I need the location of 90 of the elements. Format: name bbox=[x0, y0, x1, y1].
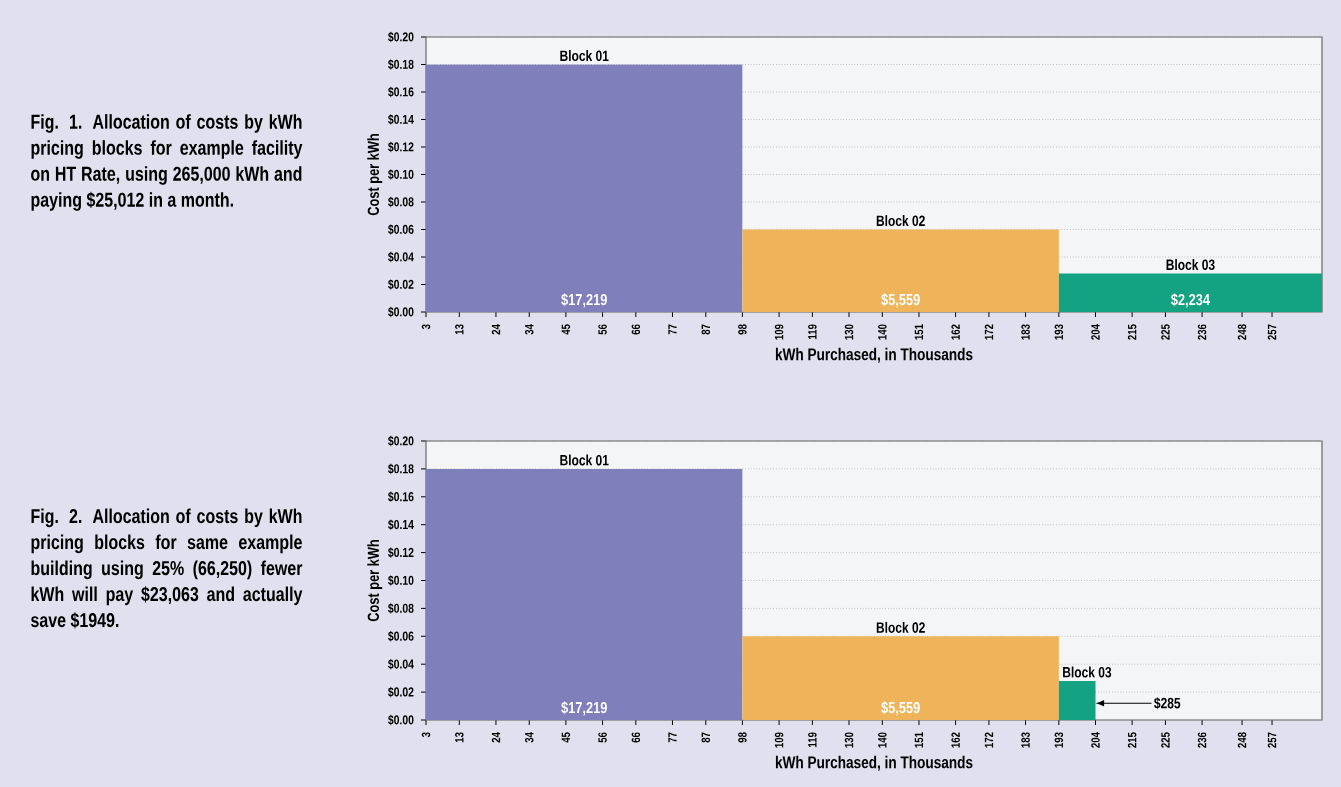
annotation: $17,219 bbox=[561, 293, 607, 308]
x-tick-label: 172 bbox=[984, 324, 994, 340]
x-tick-label: 162 bbox=[951, 732, 960, 748]
x-tick-label: 140 bbox=[878, 732, 887, 748]
text: Fig. 1. Allocation of costs by kWh pricing blocks for example facility on HT Rate, using 265,000 kWh and paying $25,012 in a month. bbox=[31, 114, 303, 211]
x-tick-label: 151 bbox=[914, 732, 924, 748]
x-tick-label: 225 bbox=[1161, 732, 1170, 748]
text: Fig. 2. Allocation of costs by kWh pricing blocks for same example building using 25% (66,250) fewer kWh will pay $23,063 and actually save $1949. bbox=[31, 508, 303, 629]
x-tick-label: 215 bbox=[1127, 732, 1137, 748]
x-tick-label: 24 bbox=[491, 324, 501, 335]
y-tick-label: $0.04 bbox=[388, 658, 414, 670]
x-tick-label: 140 bbox=[878, 324, 887, 340]
x-tick-label: 183 bbox=[1021, 732, 1030, 748]
y-tick-label: $0.10 bbox=[388, 575, 414, 586]
y-tick-label: $0.12 bbox=[388, 141, 414, 153]
x-tick-label: 215 bbox=[1127, 324, 1137, 340]
x-tick-label: 162 bbox=[951, 324, 960, 340]
x-tick-label: 77 bbox=[668, 324, 677, 335]
x-tick-label: 204 bbox=[1091, 324, 1100, 340]
x-tick-label: 34 bbox=[525, 324, 534, 335]
series-label: Block 03 bbox=[1166, 259, 1215, 271]
x-tick-label: 193 bbox=[1054, 324, 1064, 340]
x-tick-label: 130 bbox=[844, 732, 854, 748]
y-tick-label: $0.00 bbox=[388, 714, 414, 726]
x-tick-label: 24 bbox=[491, 732, 501, 743]
y-tick-label: $0.12 bbox=[388, 547, 414, 558]
x-tick-label: 45 bbox=[561, 324, 571, 335]
x-tick-label: 193 bbox=[1054, 732, 1064, 748]
x-tick-label: 45 bbox=[561, 732, 571, 743]
series-label: Block 02 bbox=[876, 215, 925, 227]
series-label: Block 03 bbox=[1063, 666, 1112, 678]
y-tick-label: $0.14 bbox=[388, 519, 414, 531]
series-label: Block 01 bbox=[560, 454, 609, 466]
x-tick-label: 257 bbox=[1267, 324, 1277, 340]
y-tick-label: $0.16 bbox=[388, 86, 414, 98]
x-tick-label: 204 bbox=[1091, 732, 1100, 748]
y-tick-label: $0.16 bbox=[388, 491, 414, 503]
annotation: $5,559 bbox=[881, 701, 920, 716]
x-tick-label: 183 bbox=[1021, 324, 1030, 340]
x-tick-label: 248 bbox=[1237, 732, 1247, 748]
annotation: $2,234 bbox=[1171, 293, 1210, 308]
annotation: $17,219 bbox=[561, 701, 607, 716]
x-tick-label: 98 bbox=[738, 324, 747, 335]
y-tick-label: $0.10 bbox=[388, 169, 414, 180]
x-tick-label: 119 bbox=[808, 732, 817, 747]
x-tick-label: 66 bbox=[631, 324, 641, 335]
x-tick-label: 13 bbox=[455, 732, 464, 743]
y-tick-label: $0.20 bbox=[388, 31, 414, 43]
y-tick-label: $0.08 bbox=[388, 603, 414, 614]
x-tick-label: 151 bbox=[914, 324, 924, 340]
y-tick-label: $0.20 bbox=[388, 435, 414, 447]
annotation: $285 bbox=[1154, 697, 1181, 710]
y-tick-label: $0.00 bbox=[388, 306, 414, 318]
y-tick-label: $0.14 bbox=[388, 114, 414, 125]
x-tick-label: 3 bbox=[421, 324, 431, 330]
x-tick-label: 257 bbox=[1267, 732, 1277, 748]
series-label: Block 02 bbox=[876, 621, 925, 633]
x-tick-label: 87 bbox=[701, 324, 711, 335]
x-tick-label: 56 bbox=[598, 732, 607, 743]
y-tick-label: $0.18 bbox=[388, 463, 414, 475]
x-tick-label: 236 bbox=[1197, 732, 1207, 748]
x-tick-label: 236 bbox=[1197, 324, 1207, 340]
x-tick-label: 66 bbox=[631, 732, 641, 743]
y-axis-title: Cost per kWh bbox=[367, 540, 383, 622]
x-tick-label: 172 bbox=[984, 732, 994, 748]
y-tick-label: $0.08 bbox=[388, 196, 414, 208]
x-tick-label: 225 bbox=[1161, 324, 1170, 340]
x-tick-label: 77 bbox=[668, 732, 677, 743]
y-tick-label: $0.04 bbox=[388, 251, 414, 263]
x-axis-title: kWh Purchased, in Thousands bbox=[775, 755, 973, 771]
y-axis-title: Cost per kWh bbox=[367, 134, 383, 216]
y-tick-label: $0.02 bbox=[388, 279, 414, 290]
series-label: Block 01 bbox=[560, 50, 609, 62]
x-tick-label: 87 bbox=[701, 732, 711, 743]
x-tick-label: 130 bbox=[844, 324, 854, 340]
y-tick-label: $0.06 bbox=[388, 631, 414, 642]
y-tick-label: $0.06 bbox=[388, 224, 414, 235]
y-tick-label: $0.02 bbox=[388, 686, 414, 698]
x-tick-label: 34 bbox=[525, 732, 534, 743]
x-axis-title: kWh Purchased, in Thousands bbox=[775, 347, 973, 363]
x-tick-label: 119 bbox=[808, 324, 817, 339]
x-tick-label: 109 bbox=[774, 732, 784, 748]
annotation: $5,559 bbox=[881, 293, 920, 308]
x-tick-label: 109 bbox=[774, 324, 784, 340]
x-tick-label: 56 bbox=[598, 324, 607, 335]
x-tick-label: 3 bbox=[421, 732, 431, 738]
x-tick-label: 98 bbox=[738, 732, 747, 743]
x-tick-label: 248 bbox=[1237, 324, 1247, 340]
x-tick-label: 13 bbox=[455, 324, 464, 335]
y-tick-label: $0.18 bbox=[388, 59, 414, 70]
